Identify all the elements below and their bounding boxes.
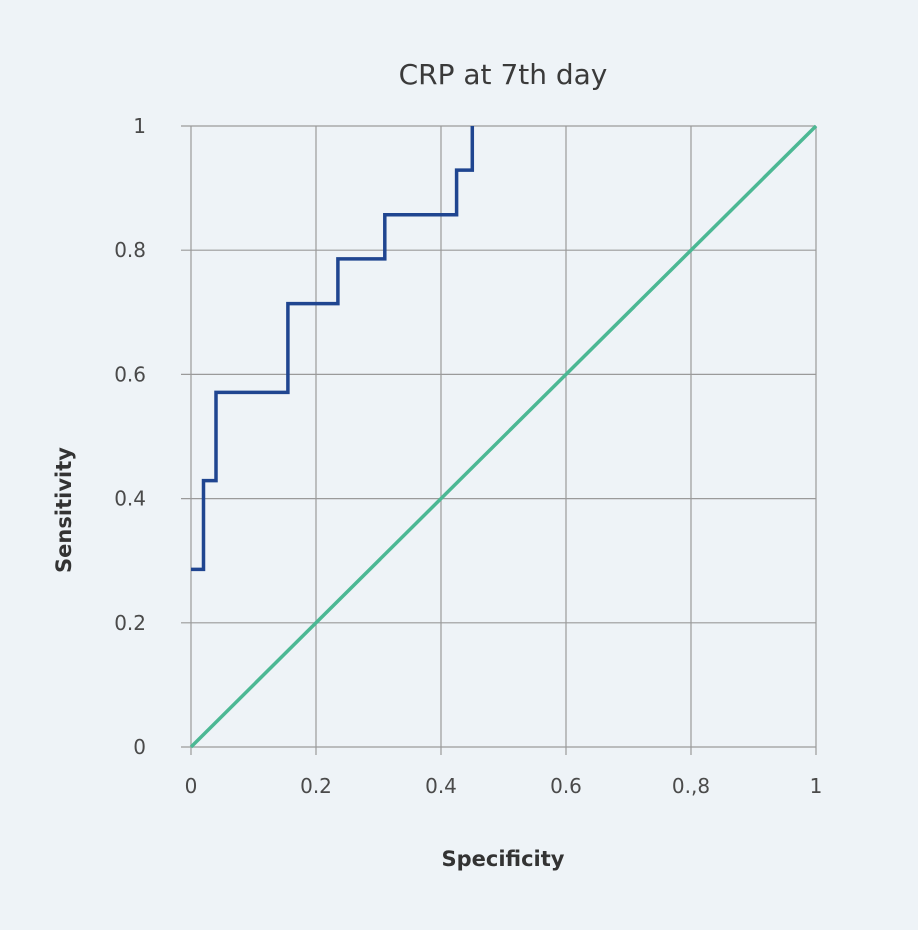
y-tick-labels: 0 0.2 0.4 0.6 0.8 1 — [114, 114, 146, 759]
x-tick-label-3: 0.6 — [550, 774, 582, 798]
series-group — [189, 124, 818, 749]
y-tick-label-2: 0.4 — [114, 487, 146, 511]
grid-lines — [181, 125, 817, 755]
y-tick-label-1: 0.2 — [114, 611, 146, 635]
x-axis-label: Specificity — [442, 847, 565, 871]
x-tick-label-4: 0.,8 — [672, 774, 710, 798]
roc-curve-line — [191, 126, 475, 572]
x-tick-label-0: 0 — [185, 774, 198, 798]
x-tick-label-2: 0.4 — [425, 774, 457, 798]
y-tick-label-5: 1 — [133, 114, 146, 138]
x-tick-labels: 0 0.2 0.4 0.6 0.,8 1 — [185, 774, 823, 798]
y-tick-label-3: 0.6 — [114, 362, 146, 386]
y-axis-label: Sensitivity — [52, 447, 76, 573]
y-tick-label-0: 0 — [133, 735, 146, 759]
x-tick-label-5: 1 — [810, 774, 823, 798]
reference-diagonal-line — [189, 124, 818, 749]
y-tick-label-4: 0.8 — [114, 238, 146, 262]
chart-title: CRP at 7th day — [399, 58, 608, 91]
x-tick-label-1: 0.2 — [300, 774, 332, 798]
